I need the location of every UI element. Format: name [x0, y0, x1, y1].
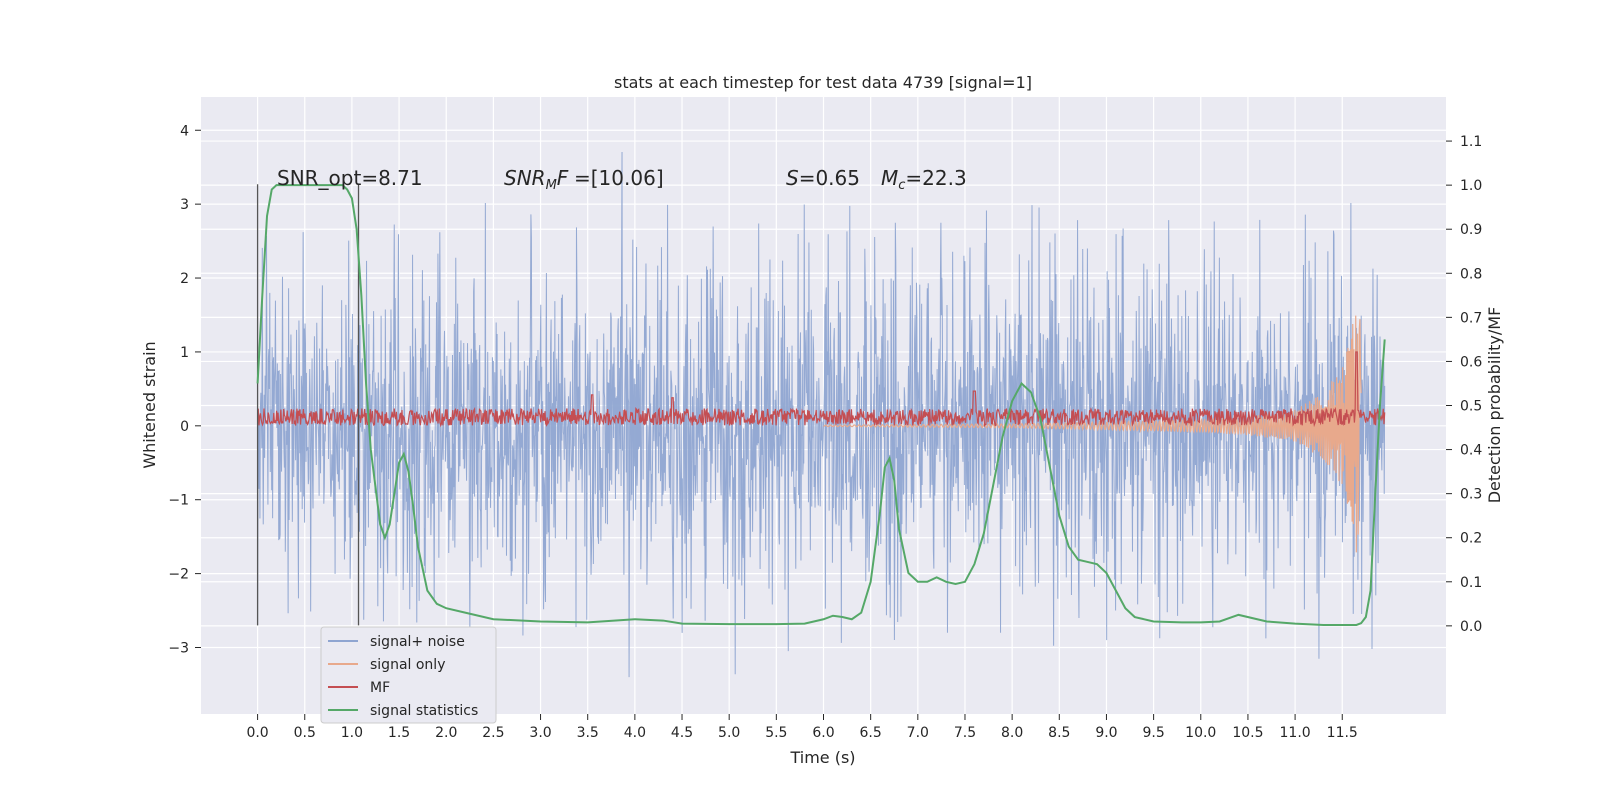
x-axis-label: Time (s)	[789, 748, 855, 767]
y-right-tick-label-1: 0.1	[1460, 575, 1482, 591]
x-tick-label-13: 6.5	[860, 725, 882, 741]
y-right-tick-label-6: 0.6	[1460, 354, 1482, 370]
x-tick-label-5: 2.5	[482, 725, 504, 741]
x-tick-label-12: 6.0	[812, 725, 834, 741]
x-tick-label-0: 0.0	[246, 725, 268, 741]
y-right-tick-label-5: 0.5	[1460, 399, 1482, 415]
chart-title: stats at each timestep for test data 473…	[614, 73, 1032, 92]
y-right-tick-label-11: 1.1	[1460, 134, 1482, 150]
x-tick-label-18: 9.0	[1095, 725, 1117, 741]
y-right-tick-label-7: 0.7	[1460, 310, 1482, 326]
y-right-tick-label-10: 1.0	[1460, 178, 1482, 194]
y-left-tick-label-7: 4	[180, 123, 189, 139]
mf-series	[256, 351, 1386, 428]
y-right-tick-label-4: 0.4	[1460, 443, 1482, 459]
x-tick-label-11: 5.5	[765, 725, 787, 741]
x-tick-label-6: 3.0	[529, 725, 551, 741]
legend-label-signal-only: signal only	[370, 657, 445, 673]
y-axis-left-ticks: −3 −2 −1 0 1 2 3 4	[168, 123, 201, 656]
x-tick-label-21: 10.5	[1232, 725, 1263, 741]
y-right-tick-label-9: 0.9	[1460, 222, 1482, 238]
x-axis-ticks: 0.0 0.5 1.0 1.5 2.0 2.5 3.0 3.5 4.0 4.5 5.0 5.5 6.0 6…	[246, 714, 1358, 741]
y-axis-right-label: Detection probability/MF	[1485, 307, 1504, 504]
legend-label-signal-noise: signal+ noise	[370, 634, 465, 650]
x-tick-label-19: 9.5	[1142, 725, 1164, 741]
signal-statistics-line	[256, 184, 1386, 626]
x-tick-label-17: 8.5	[1048, 725, 1070, 741]
x-tick-label-10: 5.0	[718, 725, 740, 741]
y-right-tick-label-0: 0.0	[1460, 619, 1482, 635]
y-left-tick-label-6: 3	[180, 197, 189, 213]
y-left-tick-label-4: 1	[180, 345, 189, 361]
x-tick-label-8: 4.0	[624, 725, 646, 741]
mc-annotation: Mc=22.3	[881, 166, 967, 193]
y-axis-right-ticks: 0.0 0.1 0.2 0.3 0.4 0.5 0.6 0.7 0.8 0.9 1.0 1.1	[1446, 134, 1482, 635]
x-tick-label-4: 2.0	[435, 725, 457, 741]
annotations: SNR_opt=8.71 SNRMF =[10.06] S=0.65 Mc=22…	[277, 166, 967, 193]
x-tick-label-1: 0.5	[294, 725, 316, 741]
signal-statistics-series	[256, 184, 1386, 626]
snr-mf-value: =[10.06]	[574, 166, 664, 190]
y-left-tick-label-1: −2	[168, 567, 189, 583]
y-left-tick-label-2: −1	[168, 493, 189, 509]
x-tick-label-7: 3.5	[577, 725, 599, 741]
s-annotation: S=0.65	[786, 166, 860, 190]
legend-box	[320, 626, 497, 724]
y-right-tick-label-3: 0.3	[1460, 487, 1482, 503]
legend-label-signal-statistics: signal statistics	[370, 703, 478, 719]
signal-noise-series	[257, 152, 1386, 678]
mf-line	[256, 351, 1386, 428]
y-right-tick-label-2: 0.2	[1460, 531, 1482, 547]
signal-noise-line	[257, 152, 1386, 678]
x-tick-label-2: 1.0	[341, 725, 363, 741]
y-axis-left-label: Whitened strain	[140, 341, 159, 468]
x-tick-label-9: 4.5	[671, 725, 693, 741]
legend-label-mf: MF	[370, 680, 390, 696]
x-tick-label-23: 11.5	[1327, 725, 1358, 741]
legend: signal+ noise signal only MF signal stat…	[320, 626, 497, 724]
x-tick-label-15: 7.5	[954, 725, 976, 741]
x-tick-label-3: 1.5	[388, 725, 410, 741]
x-tick-label-14: 7.0	[907, 725, 929, 741]
x-tick-label-22: 11.0	[1280, 725, 1311, 741]
y-left-tick-label-3: 0	[180, 419, 189, 435]
y-left-tick-label-0: −3	[168, 640, 189, 656]
y-left-tick-label-5: 2	[180, 271, 189, 287]
snr-mf-annotation: SNRMF	[504, 166, 569, 193]
x-tick-label-16: 8.0	[1001, 725, 1023, 741]
snr-opt-annotation: SNR_opt=8.71	[277, 166, 423, 190]
y-right-tick-label-8: 0.8	[1460, 266, 1482, 282]
x-tick-label-20: 10.0	[1185, 725, 1216, 741]
